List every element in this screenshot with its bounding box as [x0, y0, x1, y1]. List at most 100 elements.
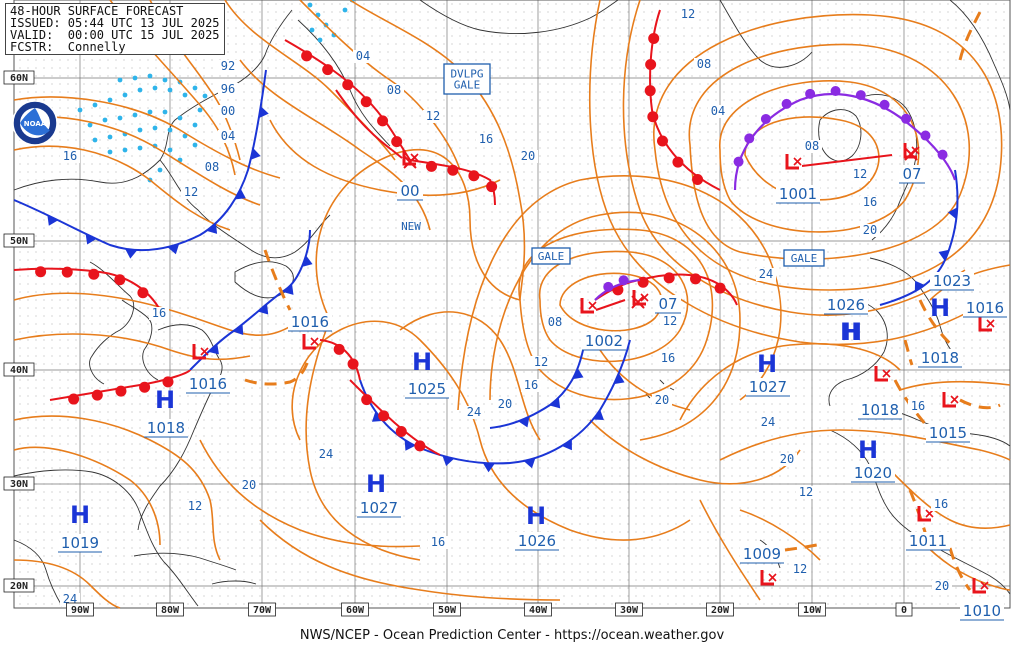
pressure-label-bg	[918, 349, 962, 367]
low-center: 1016	[186, 344, 230, 394]
front-symbol	[85, 233, 97, 245]
pressure-label-bg	[906, 532, 950, 550]
high-center: H 1018	[144, 386, 188, 438]
low-center: 1009	[740, 545, 784, 586]
isobar-label: 24	[319, 447, 333, 461]
pressure-value: 1025	[408, 380, 446, 398]
ice-dot	[342, 7, 348, 13]
pressure-value: 1009	[743, 545, 781, 563]
isobar-label-bg	[428, 536, 448, 549]
low-center: 1016	[288, 313, 332, 350]
high-letter: H	[930, 294, 950, 322]
isobar-label: 08	[387, 83, 401, 97]
isobar-label: 16	[911, 399, 925, 413]
isobar-label-bg	[658, 352, 678, 365]
low-center-x	[768, 573, 777, 582]
footer-credit: NWS/NCEP - Ocean Prediction Center - htt…	[299, 628, 725, 643]
pressure-label-bg	[776, 185, 820, 203]
isobar-label: 12	[799, 485, 813, 499]
front-symbol	[391, 136, 403, 148]
isobar-label-bg	[476, 133, 496, 146]
ice-dot	[137, 145, 143, 151]
isobar-label: 12	[534, 355, 548, 369]
pressure-value: 1026	[827, 296, 865, 314]
high-letter: H	[840, 318, 860, 346]
front-symbol	[333, 343, 345, 355]
front-symbol	[139, 381, 151, 393]
high-letter: H	[842, 318, 862, 346]
pressure-value: 1020	[854, 464, 892, 482]
low-symbol	[874, 366, 888, 382]
ice-dot	[192, 142, 198, 148]
pressure-label-bg	[740, 545, 784, 563]
high-letter: H	[70, 501, 90, 529]
lon-label-box	[433, 602, 461, 617]
ice-dot	[87, 122, 93, 128]
isobar-label-bg	[860, 224, 880, 237]
isobar-label: 16	[63, 149, 77, 163]
lat-label-box	[3, 70, 35, 85]
pressure-value: 1010	[963, 602, 1001, 620]
isobar-label-bg	[790, 563, 810, 576]
front-symbol	[482, 463, 495, 473]
isobar-label-bg	[384, 84, 404, 97]
front-symbol	[744, 133, 755, 144]
warning-line: GALE	[538, 250, 565, 263]
isobar-label: 12	[681, 7, 695, 21]
isobar-label-bg	[181, 186, 201, 199]
pressure-label-bg	[144, 419, 188, 437]
warning-label: DVLPG GALE	[450, 68, 483, 92]
ice-dot	[117, 77, 123, 83]
ice-dot	[137, 127, 143, 133]
isobar-label-bg	[218, 60, 238, 73]
occluded-fronts	[594, 86, 957, 301]
front-symbol	[88, 268, 100, 280]
front-symbol	[322, 64, 334, 76]
noaa-logo-text: NOAA	[24, 120, 47, 128]
front-symbol	[805, 88, 816, 99]
pressure-label-bg	[288, 313, 332, 331]
high-center: H 1023	[930, 272, 974, 322]
ice-dot	[122, 147, 128, 153]
pressure-value: 07	[658, 295, 677, 313]
isobar-label: 92	[221, 59, 235, 73]
front-symbol	[647, 111, 659, 123]
front-symbol	[561, 439, 572, 451]
isobar-label-bg	[545, 316, 565, 329]
ice-dot	[92, 137, 98, 143]
low-center-x	[640, 293, 649, 302]
cold-front-mid-atlantic	[359, 339, 631, 473]
pressure-value: 1019	[61, 534, 99, 552]
front-symbol	[618, 275, 629, 286]
isobar-label-bg	[860, 196, 880, 209]
low-center-x	[911, 146, 920, 155]
coastlines	[13, 0, 1011, 607]
front-symbol	[648, 32, 660, 44]
isobar-label-bg	[908, 400, 928, 413]
isobar-label: 08	[805, 139, 819, 153]
lon-label: 20W	[711, 605, 730, 616]
low-center-x	[410, 153, 419, 162]
lon-label: 50W	[438, 605, 457, 616]
isobar-label: 16	[524, 378, 538, 392]
lon-label: 0	[901, 605, 907, 616]
front-symbol	[233, 324, 244, 336]
lon-label-box	[156, 602, 184, 617]
warning-line: GALE	[791, 252, 818, 265]
pressure-value: 1011	[909, 532, 947, 550]
front-symbol	[425, 160, 437, 172]
ice-dot	[137, 87, 143, 93]
pressure-label-bg	[960, 602, 1004, 620]
low-center-x	[310, 337, 319, 346]
front-symbol	[378, 410, 390, 422]
low-center-x	[882, 369, 891, 378]
pressure-value: 1026	[518, 532, 556, 550]
isobar-label-bg	[239, 479, 259, 492]
isobar-label-bg	[678, 8, 698, 21]
ice-dot	[147, 73, 153, 79]
front-symbol	[301, 50, 313, 62]
front-symbol	[414, 440, 426, 452]
isobar-label-bg	[149, 307, 169, 320]
warm-fronts	[13, 9, 738, 456]
